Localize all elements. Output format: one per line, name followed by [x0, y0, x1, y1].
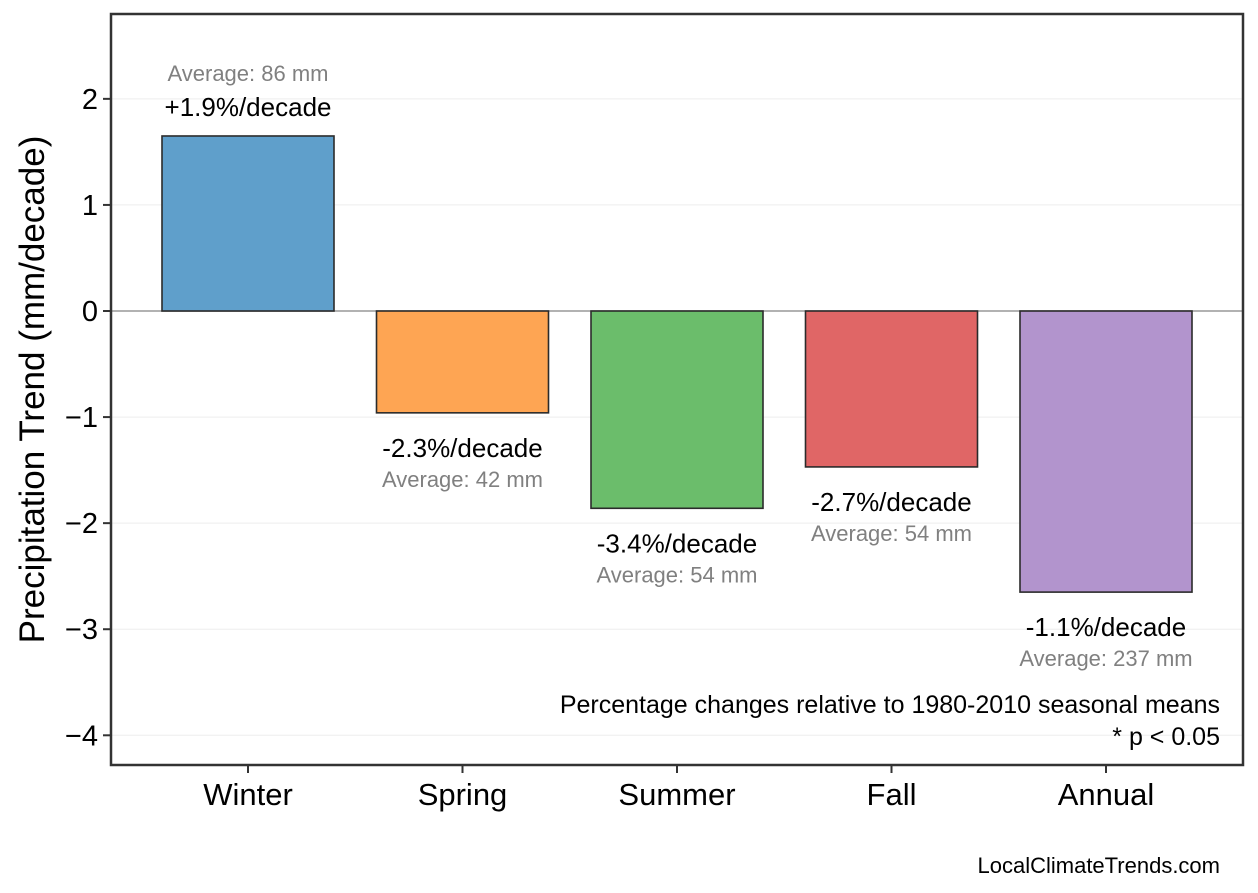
bar-labels: +1.9%/decade Average: 86 mm -2.3%/decade Av…: [165, 61, 1193, 671]
average-label: Average: 86 mm: [167, 61, 328, 86]
x-tick-label: Winter: [203, 777, 293, 812]
bar-summer: [590, 310, 764, 510]
average-label: Average: 54 mm: [596, 562, 757, 587]
trend-label: -2.3%/decade: [382, 433, 542, 463]
y-tick-label: −1: [65, 402, 98, 434]
y-tick-label: 1: [82, 190, 98, 222]
bars: [161, 135, 1193, 593]
bar-winter: [161, 135, 335, 312]
bar-fall: [804, 310, 979, 468]
note-percentage-changes: Percentage changes relative to 1980-2010…: [560, 691, 1220, 719]
y-axis-label: Precipitation Trend (mm/decade): [13, 136, 52, 644]
x-tick-label: Fall: [867, 777, 917, 812]
x-tick-label: Annual: [1058, 777, 1155, 812]
y-axis-ticks: 2 1 0 −1 −2 −3 −4: [65, 84, 111, 752]
y-tick-label: 0: [82, 296, 98, 328]
y-tick-label: −3: [65, 614, 98, 646]
average-label: Average: 54 mm: [811, 521, 972, 546]
trend-label: -2.7%/decade: [811, 487, 971, 517]
trend-label: +1.9%/decade: [165, 92, 332, 122]
bar-annual: [1019, 310, 1193, 593]
note-significance: * p < 0.05: [1112, 723, 1220, 751]
y-tick-label: −4: [65, 720, 98, 752]
average-label: Average: 42 mm: [382, 467, 543, 492]
source-credit: LocalClimateTrends.com: [978, 853, 1221, 878]
x-tick-label: Spring: [418, 777, 508, 812]
average-label: Average: 237 mm: [1019, 646, 1192, 671]
x-tick-label: Summer: [618, 777, 735, 812]
trend-label: -1.1%/decade: [1026, 612, 1186, 642]
y-tick-label: −2: [65, 508, 98, 540]
y-tick-label: 2: [82, 84, 98, 116]
bar-spring: [375, 310, 550, 414]
x-axis-ticks: Winter Spring Summer Fall Annual: [203, 765, 1154, 812]
trend-label: -3.4%/decade: [597, 528, 757, 558]
